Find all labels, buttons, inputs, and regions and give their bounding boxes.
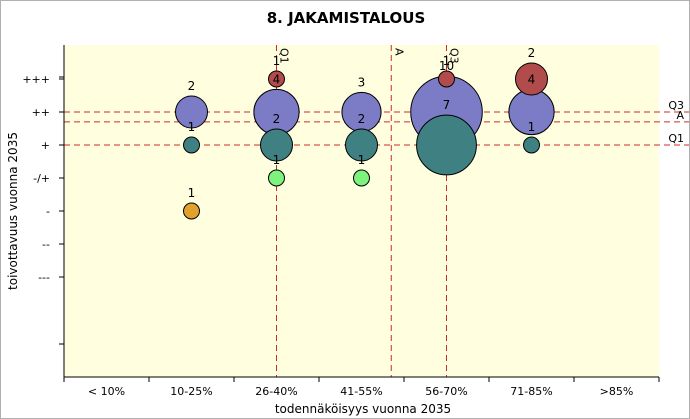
bubble	[260, 128, 293, 162]
bubble-count-label: 1	[273, 54, 281, 68]
y-axis-label: toivottavuus vuonna 2035	[6, 132, 20, 290]
v-ref-label: A	[392, 48, 405, 56]
y-tick-label: ---	[38, 271, 50, 284]
x-tick-label: < 10%	[88, 385, 125, 398]
h-ref-label: Q1	[668, 132, 684, 145]
bubble	[183, 136, 200, 154]
bubble	[175, 95, 208, 129]
bubble-count-label: 1	[443, 54, 451, 68]
bubble	[268, 70, 285, 88]
bubble-count-label: 7	[443, 98, 451, 112]
bubble-count-label: 1	[358, 153, 366, 167]
v-ref-label: Q1	[278, 48, 291, 64]
bubble-count-label: 10	[439, 59, 454, 73]
x-tick-label: 41-55%	[340, 385, 382, 398]
bubble-count-label: 2	[528, 46, 536, 60]
x-tick-label: 71-85%	[510, 385, 552, 398]
bubble	[183, 202, 200, 220]
bubble-count-label: 1	[188, 120, 196, 134]
bubble-count-label: 4	[273, 72, 281, 86]
bubble-count-label: 4	[528, 72, 536, 86]
h-ref-label: Q3	[668, 99, 684, 112]
bubble-count-label: 3	[358, 75, 366, 89]
bubble-count-label: 1	[273, 153, 281, 167]
bubble-count-label: 1	[528, 120, 536, 134]
x-tick-label: 56-70%	[425, 385, 467, 398]
chart-title: 8. JAKAMISTALOUS	[267, 9, 426, 27]
x-tick-label: 10-25%	[170, 385, 212, 398]
bubble	[523, 136, 540, 154]
bubble	[438, 70, 455, 88]
y-tick-label: +	[41, 139, 50, 152]
h-ref-label: A	[676, 109, 684, 122]
x-tick-label: 26-40%	[255, 385, 297, 398]
bubble	[353, 169, 370, 187]
y-tick-label: +++	[22, 73, 50, 86]
y-tick-label: ++	[32, 106, 50, 119]
bubble	[416, 114, 477, 176]
bubble	[515, 62, 548, 96]
y-tick-label: -	[46, 205, 50, 218]
v-ref-label: Q3	[448, 48, 461, 64]
bubble	[345, 128, 378, 162]
bubble	[268, 169, 285, 187]
bubble-count-label: 1	[188, 186, 196, 200]
bubble-count-label: 2	[358, 112, 366, 126]
bubbles: 10 7 4 4 3 2 2 2 2 1 1 1 1 1 1 1	[175, 46, 555, 220]
bubble-count-label: 2	[273, 112, 281, 126]
x-axis-label: todennäköisyys vuonna 2035	[275, 402, 451, 416]
y-tick-label: --	[42, 238, 50, 251]
axes: < 10% 10-25% 26-40% 41-55% 56-70% 71-85% >85% -…	[22, 45, 660, 398]
bubble-count-label: 2	[188, 79, 196, 93]
x-tick-label: >85%	[600, 385, 634, 398]
y-tick-label: -/+	[33, 172, 50, 185]
